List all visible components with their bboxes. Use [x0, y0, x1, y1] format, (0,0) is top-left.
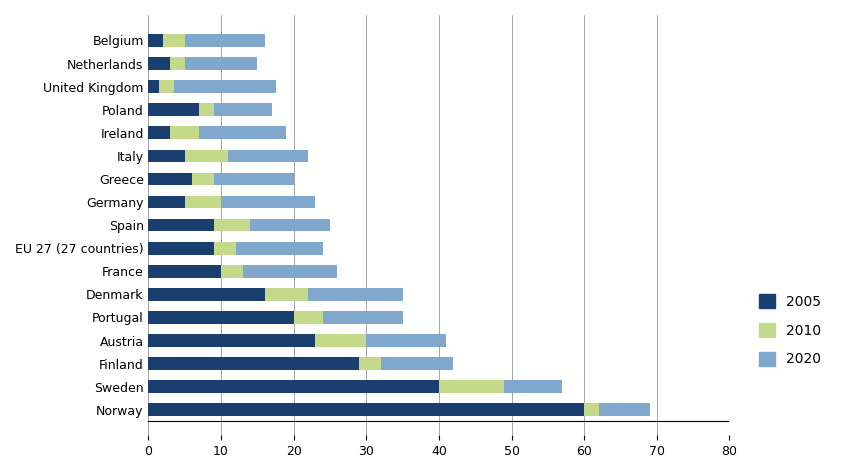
Bar	[439, 380, 504, 393]
Bar	[243, 265, 338, 278]
Bar	[366, 334, 446, 347]
Bar	[200, 104, 214, 116]
Bar	[148, 196, 185, 209]
Bar	[148, 357, 359, 370]
Bar	[163, 34, 185, 47]
Bar	[159, 80, 174, 93]
Bar	[294, 311, 323, 324]
Bar	[148, 34, 163, 47]
Bar	[359, 357, 381, 370]
Bar	[171, 126, 200, 139]
Bar	[599, 403, 650, 416]
Bar	[148, 80, 159, 93]
Bar	[265, 288, 309, 301]
Bar	[584, 403, 599, 416]
Bar	[148, 104, 200, 116]
Bar	[148, 126, 171, 139]
Bar	[200, 126, 286, 139]
Bar	[192, 173, 214, 185]
Bar	[214, 219, 250, 231]
Bar	[148, 334, 315, 347]
Bar	[236, 242, 323, 254]
Bar	[148, 149, 185, 162]
Bar	[221, 196, 315, 209]
Bar	[171, 57, 185, 70]
Bar	[185, 34, 265, 47]
Bar	[148, 219, 214, 231]
Bar	[148, 380, 439, 393]
Bar	[148, 242, 214, 254]
Bar	[185, 57, 257, 70]
Bar	[214, 242, 236, 254]
Bar	[148, 265, 221, 278]
Bar	[323, 311, 403, 324]
Bar	[214, 104, 272, 116]
Bar	[228, 149, 309, 162]
Bar	[148, 311, 294, 324]
Bar	[148, 57, 171, 70]
Bar	[504, 380, 562, 393]
Bar	[250, 219, 330, 231]
Bar	[148, 403, 584, 416]
Bar	[185, 196, 221, 209]
Bar	[148, 288, 265, 301]
Bar	[309, 288, 403, 301]
Bar	[148, 173, 192, 185]
Bar	[315, 334, 366, 347]
Bar	[221, 265, 243, 278]
Bar	[381, 357, 453, 370]
Bar	[174, 80, 276, 93]
Bar	[214, 173, 294, 185]
Legend: 2005, 2010, 2020: 2005, 2010, 2020	[753, 289, 827, 372]
Bar	[185, 149, 228, 162]
